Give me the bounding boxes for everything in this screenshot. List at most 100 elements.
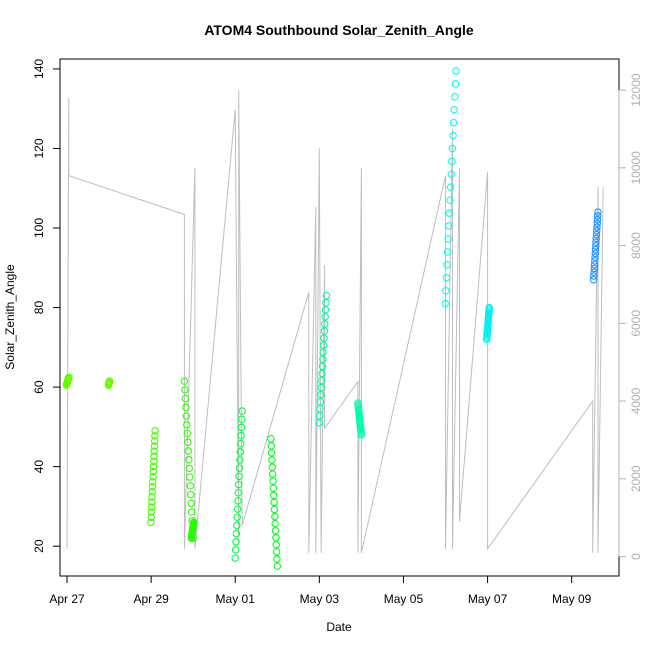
data-point: [444, 235, 452, 243]
data-point: [270, 505, 279, 514]
data-point: [446, 183, 455, 192]
data-point: [317, 383, 326, 392]
data-point: [151, 432, 159, 440]
y-right-tick-label: 12000: [629, 73, 643, 107]
right-axis-trace: [66, 90, 604, 553]
data-point: [182, 412, 191, 420]
data-point: [315, 419, 324, 427]
data-point: [186, 490, 195, 499]
data-point: [237, 431, 245, 440]
data-point: [591, 253, 599, 261]
data-point: [238, 407, 246, 415]
data-point: [443, 248, 452, 256]
data-point: [232, 538, 240, 546]
data-point: [148, 498, 156, 506]
data-point: [148, 493, 156, 501]
data-point: [269, 491, 278, 500]
data-point: [65, 373, 73, 381]
data-point: [185, 464, 194, 473]
data-point: [590, 272, 598, 280]
data-point: [320, 327, 329, 335]
data-point: [183, 421, 191, 429]
data-point: [590, 264, 599, 273]
data-point: [592, 234, 600, 243]
data-point: [322, 291, 331, 300]
data-point: [268, 463, 277, 471]
data-point: [147, 508, 156, 516]
data-point: [592, 242, 600, 250]
data-point: [268, 470, 277, 478]
y-left-tick-label: 20: [32, 539, 46, 553]
y-right-tick-label: 2000: [629, 465, 643, 492]
data-point: [182, 403, 190, 412]
x-axis-label: Date: [326, 620, 352, 634]
data-point: [148, 488, 157, 496]
data-point: [231, 546, 240, 554]
data-point: [273, 562, 282, 570]
data-point: [443, 261, 451, 269]
data-point: [267, 449, 276, 457]
data-point: [150, 442, 159, 450]
data-point: [149, 472, 157, 481]
data-point: [321, 306, 330, 314]
data-point: [592, 227, 601, 235]
data-point: [233, 513, 241, 521]
y-axis-label: Solar_Zenith_Angle: [3, 264, 17, 370]
y-left-tick-label: 60: [32, 380, 46, 394]
data-point: [357, 431, 366, 439]
data-point: [183, 429, 192, 438]
data-point: [592, 238, 600, 246]
data-point: [485, 303, 494, 312]
data-point: [590, 260, 599, 269]
y-axis-left: 20 40 60 80 100 120 140: [32, 59, 61, 553]
data-point: [147, 503, 156, 511]
data-point: [448, 157, 456, 166]
data-point: [591, 245, 600, 254]
data-points: [62, 67, 602, 570]
x-tick-label: May 01: [216, 592, 256, 606]
data-point: [273, 555, 281, 563]
y-right-tick-label: 6000: [629, 310, 643, 337]
data-point: [150, 447, 158, 455]
data-point: [318, 369, 326, 378]
data-point: [593, 212, 602, 220]
data-point: [184, 447, 193, 455]
data-point: [181, 386, 189, 394]
x-axis: Apr 27 Apr 29 May 01 May 03 May 05 May 07 May …: [49, 575, 592, 606]
data-point: [445, 209, 454, 217]
data-point: [149, 477, 157, 486]
data-point: [149, 467, 158, 476]
data-point: [315, 412, 324, 420]
x-tick-label: May 03: [300, 592, 340, 606]
data-point: [316, 397, 325, 406]
data-point: [180, 377, 189, 385]
data-point: [267, 442, 275, 450]
data-point: [186, 482, 195, 490]
y-right-tick-label: 8000: [629, 232, 643, 259]
y-left-tick-label: 140: [32, 59, 46, 79]
data-point: [593, 215, 602, 224]
data-point: [317, 376, 326, 385]
data-point: [232, 529, 241, 538]
data-point: [236, 439, 245, 448]
data-point: [593, 219, 601, 228]
x-tick-label: Apr 27: [49, 592, 85, 606]
data-point: [319, 341, 328, 349]
data-point: [236, 456, 244, 464]
data-point: [316, 404, 324, 413]
data-point: [319, 348, 327, 356]
data-point: [447, 170, 455, 179]
data-point: [238, 415, 246, 423]
y-left-tick-label: 40: [32, 460, 46, 474]
data-point: [187, 499, 195, 508]
x-tick-label: May 07: [468, 592, 508, 606]
data-point: [150, 457, 158, 466]
data-point: [322, 298, 330, 307]
data-point: [148, 482, 157, 491]
data-point: [184, 438, 192, 446]
data-point: [269, 477, 277, 485]
data-point: [317, 390, 325, 399]
right-axis-series: [66, 90, 604, 553]
data-point: [234, 497, 242, 505]
